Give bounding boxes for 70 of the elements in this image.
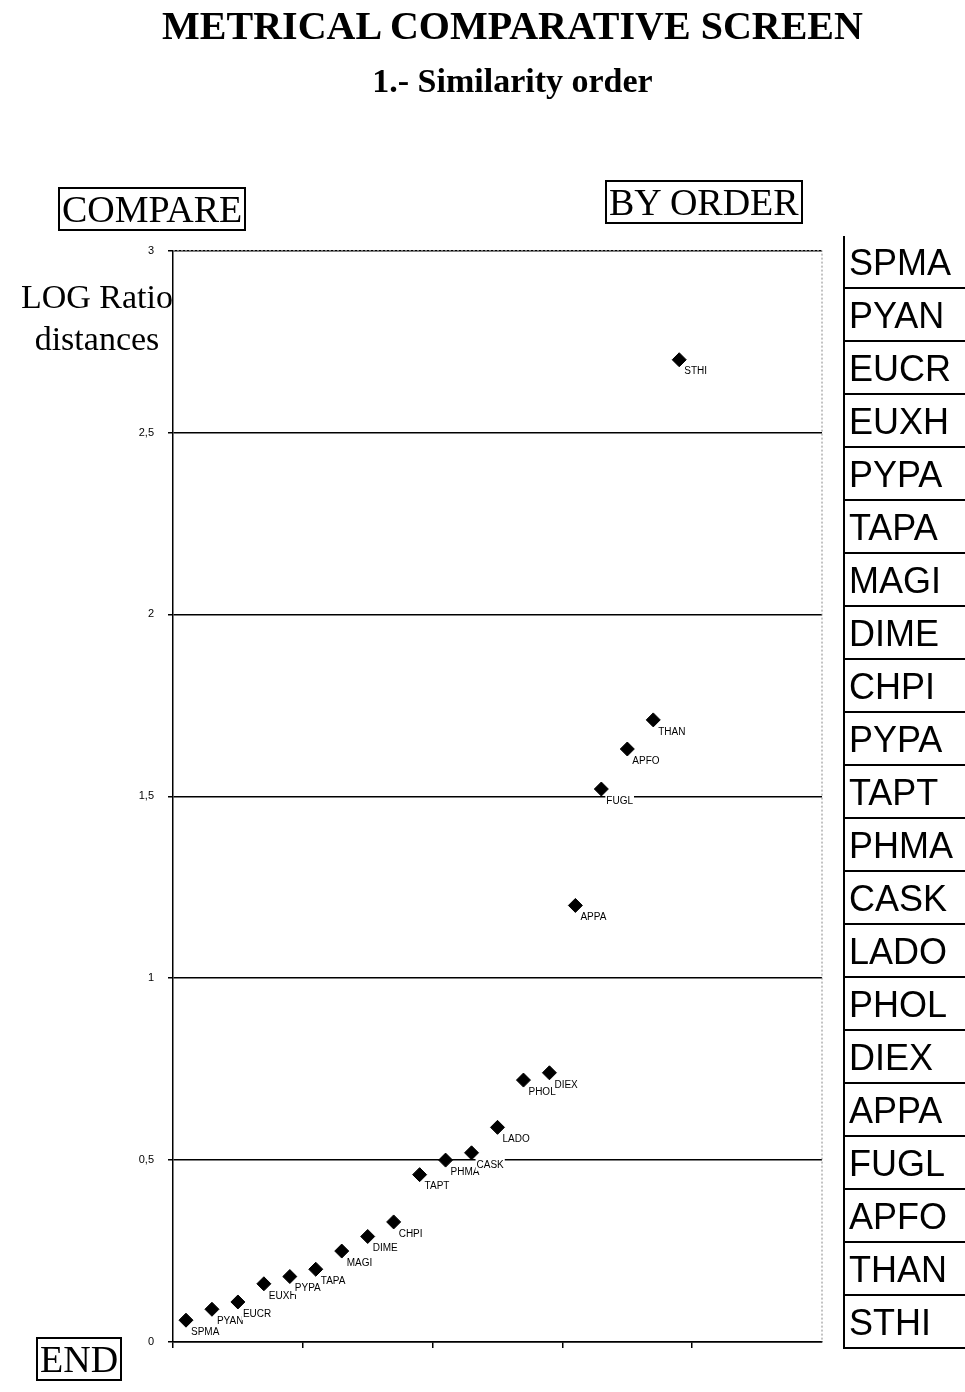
y-tick-label: 2,5 <box>138 425 154 438</box>
data-label: MAGI <box>346 1256 373 1268</box>
data-label: DIEX <box>554 1078 579 1090</box>
text: DIME <box>843 607 965 660</box>
text: PYPA <box>843 448 965 501</box>
text: DIEX <box>843 1031 965 1084</box>
point <box>282 1269 298 1285</box>
y-tick-label: 3 <box>147 243 154 256</box>
point <box>515 1072 531 1088</box>
point <box>567 897 583 913</box>
text: EUCR <box>843 342 965 395</box>
data-label: DIME <box>372 1242 399 1254</box>
point <box>593 781 609 797</box>
text: PYAN <box>843 289 965 342</box>
point <box>308 1261 324 1277</box>
point <box>619 741 635 757</box>
point <box>386 1214 402 1230</box>
data-label: FUGL <box>606 794 634 806</box>
text: CASK <box>843 872 965 925</box>
y-tick-label: 0,5 <box>138 1153 154 1166</box>
chart-subtitle: 1.- Similarity order <box>371 62 654 100</box>
point <box>204 1301 220 1317</box>
y-tick-label: 0 <box>147 1335 154 1348</box>
text: STHI <box>843 1296 965 1349</box>
text: TAPA <box>843 501 965 554</box>
y-tick-label: 2 <box>147 607 154 620</box>
data-label: SPMA <box>190 1325 220 1337</box>
data-label: CASK <box>476 1158 505 1170</box>
text: COMPARE <box>58 187 247 231</box>
text: END <box>36 1337 123 1381</box>
y-tick-label: 1 <box>147 971 154 984</box>
data-label: STHI <box>684 365 707 377</box>
data-label: APPA <box>580 911 607 923</box>
text: EUXH <box>843 395 965 448</box>
text: TAPT <box>843 766 965 819</box>
text: PYPA <box>843 713 965 766</box>
data-label: PYPA <box>294 1282 322 1294</box>
data-label: TAPA <box>320 1274 346 1286</box>
text: THAN <box>843 1243 965 1296</box>
point <box>645 712 661 728</box>
y-tick-label: 1,5 <box>138 789 154 802</box>
text: APFO <box>843 1190 965 1243</box>
text: FUGL <box>843 1137 965 1190</box>
data-label: TAPT <box>424 1180 450 1192</box>
text: CHPI <box>843 660 965 713</box>
text: PHMA <box>843 819 965 872</box>
point <box>671 352 687 368</box>
point <box>490 1119 505 1135</box>
data-label: LADO <box>502 1133 530 1145</box>
data-label: APFO <box>632 754 660 766</box>
text: PHOL <box>843 978 965 1031</box>
text: MAGI <box>843 554 965 607</box>
point <box>230 1294 246 1310</box>
text: APPA <box>843 1084 965 1137</box>
point <box>334 1243 350 1259</box>
point <box>412 1167 428 1183</box>
point <box>178 1312 194 1328</box>
text: BY ORDER <box>605 180 803 224</box>
text: SPMA <box>843 236 965 289</box>
point <box>464 1145 480 1161</box>
point <box>360 1229 376 1244</box>
text: LADO <box>843 925 965 978</box>
y-axis-title: LOG Ratio distances <box>19 277 174 359</box>
point <box>256 1276 272 1292</box>
data-label: THAN <box>658 725 686 737</box>
data-label: EUCR <box>242 1307 272 1319</box>
point <box>541 1065 557 1081</box>
chart-title: METRICAL COMPARATIVE SCREEN <box>161 2 864 49</box>
point <box>438 1152 454 1168</box>
data-label: CHPI <box>398 1227 423 1239</box>
